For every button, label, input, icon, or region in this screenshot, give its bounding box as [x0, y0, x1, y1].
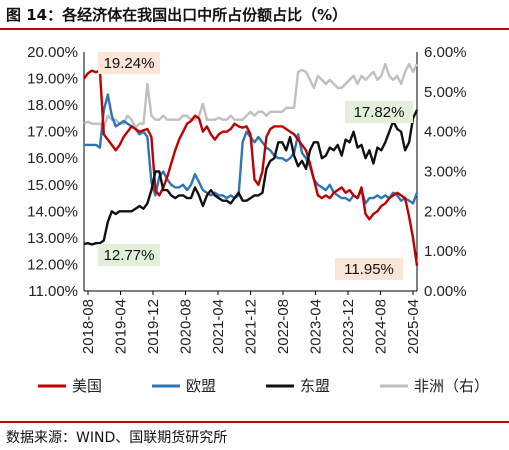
legend-label: 非洲（右）: [414, 377, 489, 395]
series-line-0: [83, 69, 419, 266]
annotation-box: [345, 101, 413, 123]
y-right-tick-label: 3.00%: [424, 164, 467, 181]
x-tick-label: 2023-04: [308, 299, 325, 354]
annotation-label: 17.82%: [345, 101, 413, 123]
y-left-tick-label: 20.00%: [27, 44, 78, 61]
annotation-box: [98, 52, 160, 74]
y-right-tick-label: 4.00%: [424, 124, 467, 141]
annotation-label: 12.77%: [98, 244, 160, 266]
footer-divider: [0, 421, 509, 423]
chart-annotations: 19.24% 17.82% 12.77% 11.95%: [98, 52, 413, 280]
annotation-box: [335, 258, 403, 280]
x-tick-label: 2024-08: [373, 299, 390, 354]
y-right-tick-label: 2.00%: [424, 203, 467, 220]
y-left-tick-label: 17.00%: [27, 124, 78, 141]
y-left-tick-label: 13.00%: [27, 230, 78, 247]
x-tick-label: 2021-04: [210, 299, 227, 354]
series-line-3: [83, 62, 419, 129]
y-right-tick-label: 5.00%: [424, 84, 467, 101]
annotation-text: 17.82%: [354, 104, 405, 121]
annotation-text: 19.24%: [104, 55, 155, 72]
y-left-tick-label: 19.00%: [27, 71, 78, 88]
annotation-label: 19.24%: [98, 52, 160, 74]
annotation-box: [98, 244, 160, 266]
legend-item: 非洲（右）: [380, 377, 489, 395]
title-divider: [0, 28, 509, 30]
annotation-text: 12.77%: [104, 247, 155, 264]
annotation-label: 11.95%: [335, 258, 403, 280]
y-right-tick-label: 6.00%: [424, 44, 467, 61]
x-tick-label: 2022-08: [275, 299, 292, 354]
y-right-tick-label: 1.00%: [424, 243, 467, 260]
y-right-tick-label: 0.00%: [424, 283, 467, 300]
legend-item: 欧盟: [152, 377, 216, 395]
y-left-tick-label: 15.00%: [27, 177, 78, 194]
y-left-tick-label: 12.00%: [27, 256, 78, 273]
x-tick-label: 2021-12: [243, 299, 260, 354]
x-tick-label: 2020-08: [178, 299, 195, 354]
y-left-tick-label: 14.00%: [27, 203, 78, 220]
chart-series-lines: [83, 62, 419, 266]
y-left-tick-label: 18.00%: [27, 97, 78, 114]
legend-item: 美国: [38, 377, 102, 395]
y-left-tick-label: 11.00%: [28, 283, 78, 300]
series-line-2: [83, 109, 419, 246]
x-tick-label: 2025-04: [405, 299, 422, 354]
x-tick-label: 2019-04: [113, 299, 130, 354]
annotation-text: 11.95%: [344, 261, 394, 278]
chart-tick-labels: 20.00% 19.00% 18.00% 17.00% 16.00% 15.00% 14.0…: [27, 44, 466, 354]
legend-label: 欧盟: [186, 377, 216, 395]
legend-label: 美国: [72, 377, 102, 395]
chart-title: 图 14：各经济体在我国出口中所占份额占比（%）: [6, 6, 348, 24]
x-tick-label: 2018-08: [80, 299, 97, 354]
chart-legend: 美国 欧盟 东盟 非洲（右）: [38, 377, 489, 395]
x-tick-label: 2023-12: [340, 299, 357, 354]
y-left-tick-label: 16.00%: [27, 150, 78, 167]
legend-label: 东盟: [300, 377, 330, 395]
legend-item: 东盟: [266, 377, 330, 395]
x-tick-label: 2019-12: [145, 299, 162, 354]
source-note: 数据来源：WIND、国联期货研究所: [6, 430, 228, 446]
line-chart: 20.00% 19.00% 18.00% 17.00% 16.00% 15.00% 14.0…: [27, 44, 489, 395]
